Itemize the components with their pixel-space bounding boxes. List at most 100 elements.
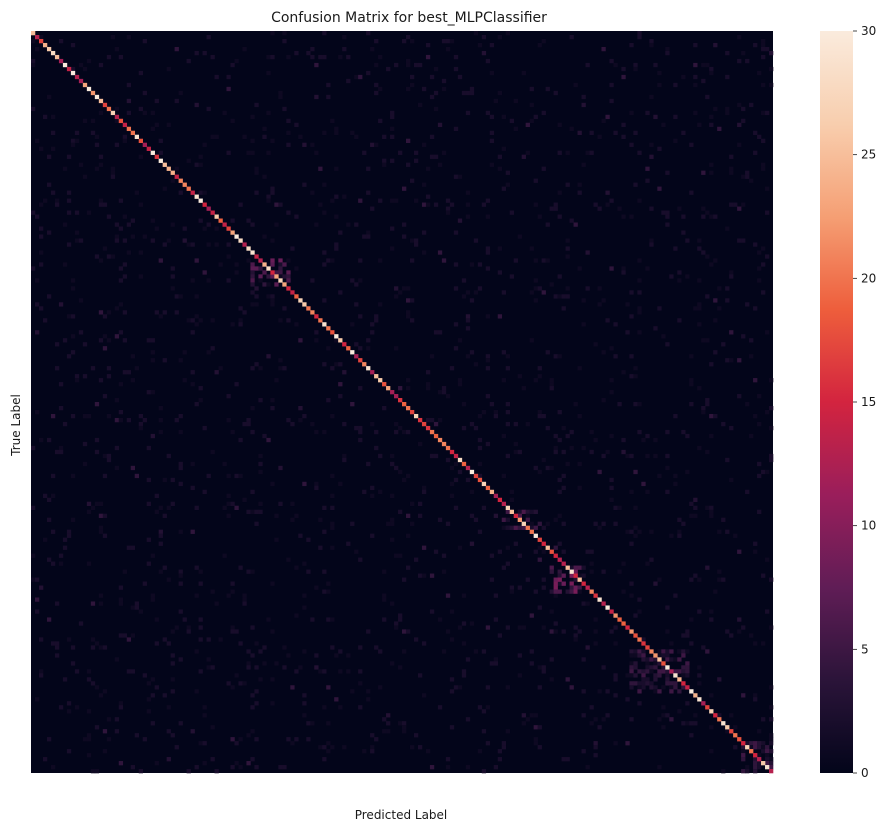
heatmap-cell xyxy=(541,585,546,590)
heatmap-cell xyxy=(382,382,387,387)
heatmap-cell xyxy=(54,366,60,371)
heatmap-cell xyxy=(334,242,339,247)
heatmap-cell xyxy=(505,182,511,187)
heatmap-cell xyxy=(557,573,562,578)
heatmap-cell xyxy=(757,473,762,479)
heatmap-cell xyxy=(98,258,104,263)
heatmap-cell xyxy=(178,481,183,487)
heatmap-cell xyxy=(134,601,140,606)
heatmap-cell xyxy=(557,489,562,495)
heatmap-cell xyxy=(362,150,367,155)
heatmap-cell xyxy=(477,413,483,419)
heatmap-cell xyxy=(374,314,379,319)
heatmap-cell xyxy=(338,230,343,235)
heatmap-cell xyxy=(106,453,112,459)
heatmap-cell xyxy=(246,258,251,263)
heatmap-cell xyxy=(693,74,698,80)
heatmap-cell xyxy=(517,625,522,630)
heatmap-cell xyxy=(697,322,702,327)
heatmap-cell xyxy=(417,441,423,447)
heatmap-cell xyxy=(505,354,511,359)
heatmap-cell xyxy=(601,398,606,403)
heatmap-cell xyxy=(150,721,155,726)
heatmap-cell xyxy=(653,326,658,331)
heatmap-cell xyxy=(645,110,650,116)
heatmap-cell xyxy=(541,166,546,171)
heatmap-cell xyxy=(593,745,598,750)
heatmap-cell xyxy=(102,394,108,399)
heatmap-cell xyxy=(198,617,203,622)
heatmap-cell xyxy=(194,505,199,511)
heatmap-cell xyxy=(677,689,682,694)
heatmap-cell xyxy=(250,625,255,630)
heatmap-cell xyxy=(537,545,542,550)
heatmap-cell xyxy=(717,126,722,132)
heatmap-cell xyxy=(366,697,371,702)
heatmap-cell xyxy=(290,421,295,427)
heatmap-cell xyxy=(429,94,435,100)
heatmap-cell xyxy=(162,693,167,698)
heatmap-cell xyxy=(517,517,522,522)
heatmap-cell xyxy=(765,409,770,415)
heatmap-cell xyxy=(473,649,479,654)
heatmap-cell xyxy=(565,589,570,594)
heatmap-cell xyxy=(90,769,96,774)
heatmap-cell xyxy=(194,194,199,199)
heatmap-cell xyxy=(617,206,622,211)
heatmap-cell xyxy=(769,82,774,88)
heatmap-cell xyxy=(374,737,379,742)
heatmap-cell xyxy=(689,501,694,507)
heatmap-cell xyxy=(278,366,283,371)
heatmap-cell xyxy=(709,749,714,754)
heatmap-cell xyxy=(565,294,570,299)
heatmap-cell xyxy=(581,573,586,578)
heatmap-cell xyxy=(573,573,578,578)
heatmap-cell xyxy=(334,653,339,658)
heatmap-cell xyxy=(581,581,586,586)
heatmap-cell xyxy=(421,202,427,207)
heatmap-cell xyxy=(689,354,694,359)
heatmap-cell xyxy=(461,278,467,283)
heatmap-cell xyxy=(669,533,674,538)
heatmap-cell xyxy=(437,417,443,423)
heatmap-cell xyxy=(489,162,495,167)
heatmap-cell xyxy=(489,114,495,120)
heatmap-cell xyxy=(274,274,279,279)
heatmap-cell xyxy=(42,114,48,120)
heatmap-cell xyxy=(82,342,88,347)
heatmap-cell xyxy=(769,625,774,630)
heatmap-cell xyxy=(437,250,443,255)
heatmap-cell xyxy=(66,210,72,215)
heatmap-cell xyxy=(637,198,642,203)
heatmap-cell xyxy=(533,114,538,120)
heatmap-cell xyxy=(681,649,686,654)
heatmap-cell xyxy=(553,517,558,522)
heatmap-cell xyxy=(34,609,40,614)
heatmap-cell xyxy=(190,382,195,387)
heatmap-cell xyxy=(150,218,155,223)
heatmap-cell xyxy=(493,513,499,518)
heatmap-cell xyxy=(765,757,770,762)
heatmap-cell xyxy=(741,118,746,124)
heatmap-cell xyxy=(481,709,487,714)
heatmap-cell xyxy=(441,38,447,44)
heatmap-cell xyxy=(310,278,315,283)
heatmap-cell xyxy=(54,202,60,207)
heatmap-cell xyxy=(597,525,602,530)
heatmap-cell xyxy=(685,665,690,670)
heatmap-cell xyxy=(629,314,634,319)
heatmap-cell xyxy=(98,378,104,383)
heatmap-cell xyxy=(38,202,44,207)
heatmap-cell xyxy=(122,138,128,143)
heatmap-cell xyxy=(358,437,363,443)
heatmap-cell xyxy=(541,110,546,116)
heatmap-cell xyxy=(250,270,255,275)
heatmap-cell xyxy=(286,118,291,124)
heatmap-cell xyxy=(753,549,758,554)
heatmap-cell xyxy=(597,469,602,475)
heatmap-cell xyxy=(242,134,247,140)
heatmap-cell xyxy=(34,577,40,582)
heatmap-cell xyxy=(210,134,215,140)
heatmap-cell xyxy=(513,98,518,104)
heatmap-cell xyxy=(489,489,495,495)
